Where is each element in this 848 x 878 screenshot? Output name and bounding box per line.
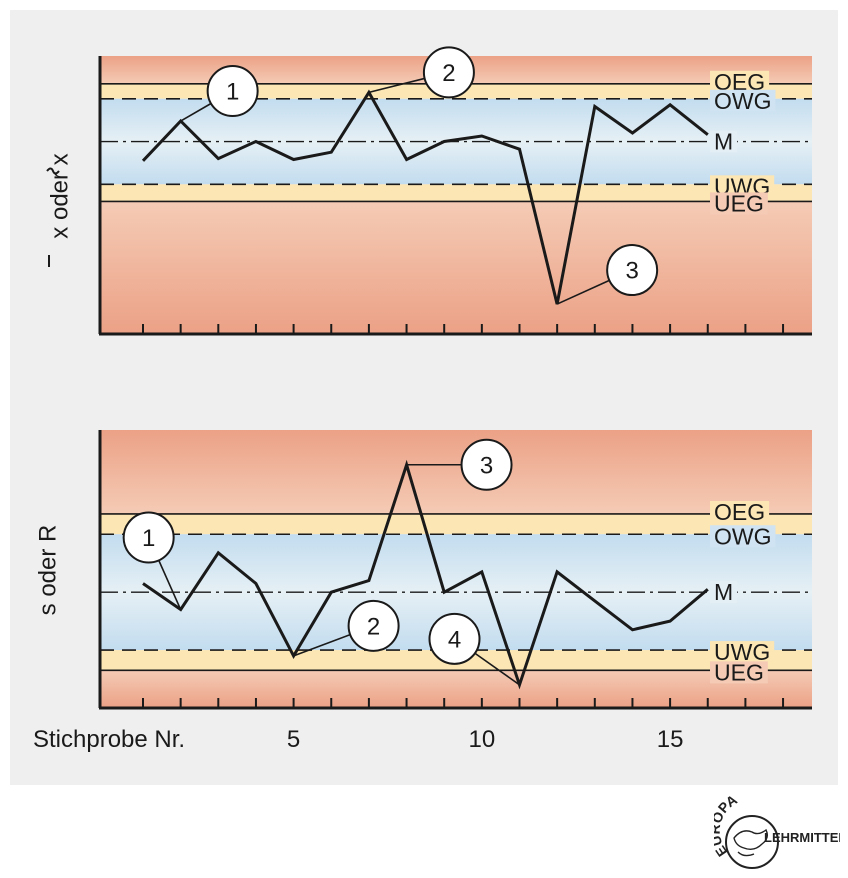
- callout-number: 3: [625, 258, 638, 285]
- y-axis-accents: [46, 167, 60, 267]
- red-zone-lower: [100, 201, 812, 334]
- limit-label-text: UEG: [714, 659, 764, 685]
- x-tick-label: 5: [287, 726, 300, 753]
- x-axis-label: Stichprobe Nr.: [33, 726, 185, 753]
- callout-circle: [422, 46, 475, 99]
- limit-label-text: M: [714, 579, 733, 605]
- callout-leader: [368, 77, 425, 94]
- callout-1: 1: [122, 511, 182, 610]
- red-zone-lower: [100, 670, 812, 708]
- callout-leader: [556, 279, 610, 305]
- callout-circle: [606, 244, 659, 297]
- limit-label-bg: [710, 661, 768, 684]
- limit-label-oeg: OEG: [710, 499, 770, 525]
- limit-label-ueg: UEG: [710, 659, 768, 685]
- limit-label-m: M: [710, 579, 738, 605]
- zone-bands: [100, 56, 812, 334]
- limit-label-text: M: [714, 129, 733, 155]
- limit-label-text: OWG: [714, 88, 772, 114]
- limit-label-owg: OWG: [710, 88, 776, 114]
- callout-circle: [347, 599, 400, 652]
- callout-circle: [122, 511, 175, 564]
- limit-label-text: OWG: [714, 523, 772, 549]
- callout-leader: [180, 102, 212, 122]
- globe-icon: [725, 815, 779, 869]
- callout-1: 1: [180, 65, 259, 122]
- callout-leader: [158, 560, 182, 610]
- series-line: [141, 89, 709, 305]
- limit-label-ueg: UEG: [710, 190, 768, 216]
- callout-leader: [293, 633, 351, 657]
- limit-label-bg: [710, 525, 776, 548]
- callout-number: 1: [226, 79, 239, 106]
- callout-2: 2: [293, 599, 400, 657]
- callout-4: 4: [428, 612, 520, 686]
- red-zone-upper: [100, 430, 812, 514]
- yellow-zone-upper: [100, 513, 812, 535]
- callouts: 1 2 3: [180, 46, 659, 305]
- callout-number: 3: [480, 452, 493, 479]
- limit-label-m: M: [710, 129, 738, 155]
- axes: [98, 56, 812, 336]
- callout-circle: [460, 438, 513, 491]
- limit-label-owg: OWG: [710, 523, 776, 549]
- limit-label-text: UEG: [714, 190, 764, 216]
- logo-text-bottom: LEHRMITTEL: [764, 830, 840, 845]
- limit-label-bg: [710, 500, 770, 523]
- callout-leader: [474, 652, 520, 686]
- europa-lehrmittel-logo: EUROPA LEHRMITTEL: [714, 791, 840, 869]
- x-tick-label: 15: [657, 726, 684, 753]
- y-axis-label: x oder x: [47, 153, 74, 238]
- map-outline-icon: [733, 828, 769, 851]
- series-line: [142, 459, 709, 690]
- callout-number: 2: [442, 60, 455, 87]
- limit-label-bg: [710, 641, 775, 664]
- callouts: 1 2 3 4: [122, 438, 520, 686]
- limit-lines: [100, 513, 812, 672]
- x-tick-label: 10: [468, 726, 495, 753]
- callout-circle: [428, 612, 481, 665]
- callout-3: 3: [556, 244, 659, 305]
- callout-3: 3: [406, 438, 513, 491]
- limit-label-bg: [710, 581, 738, 604]
- limit-label-text: UWG: [714, 639, 770, 665]
- limit-label-text: OEG: [714, 499, 765, 525]
- limit-label-bg: [710, 130, 738, 153]
- limit-label-bg: [710, 175, 775, 198]
- callout-circle: [206, 65, 259, 118]
- limit-label-uwg: UWG: [710, 639, 775, 665]
- tilde-accent: [46, 167, 60, 175]
- x-tick-labels: 5 10 15: [287, 726, 684, 753]
- callout-2: 2: [368, 46, 475, 99]
- callout-number: 4: [448, 626, 461, 653]
- callout-number: 2: [367, 613, 380, 640]
- limit-label-bg: [710, 89, 776, 112]
- limit-label-bg: [710, 70, 770, 93]
- callout-number: 1: [142, 525, 155, 552]
- limit-label-bg: [710, 192, 768, 215]
- y-axis-label: s oder R: [35, 525, 62, 616]
- axes: [98, 430, 812, 710]
- yellow-zone-lower: [100, 184, 812, 202]
